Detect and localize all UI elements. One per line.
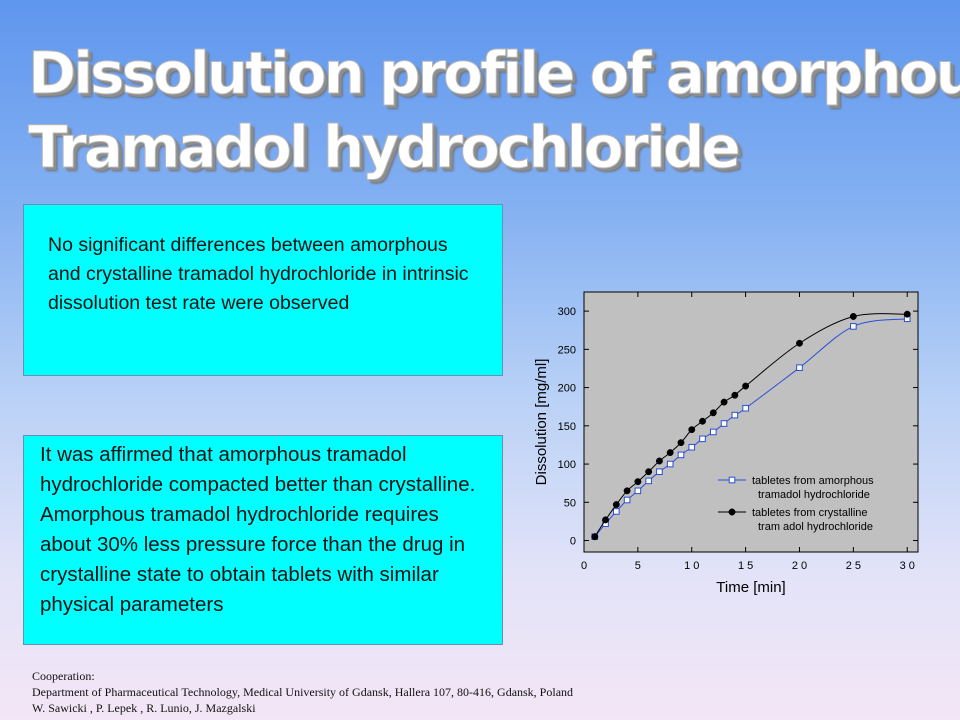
x-tick-label: 1 5 xyxy=(738,560,753,572)
legend-entry-text: tram adol hydrochloride xyxy=(758,521,873,533)
x-tick-label: 1 0 xyxy=(684,560,699,572)
footer-cooperation-label: Cooperation: xyxy=(32,669,95,683)
data-point-amorphous xyxy=(613,508,620,515)
data-point-amorphous xyxy=(709,428,717,436)
footer: Cooperation: Department of Pharmaceutica… xyxy=(32,668,952,716)
data-point-amorphous xyxy=(634,487,642,495)
data-point-amorphous xyxy=(720,420,728,427)
finding-box-dissolution: No significant differences between amorp… xyxy=(23,204,503,376)
legend-marker xyxy=(728,476,736,484)
title-line-2: Tramadol hydrochloride xyxy=(28,113,742,182)
data-point-amorphous xyxy=(850,323,857,330)
data-point-crystalline xyxy=(677,439,685,447)
data-point-amorphous xyxy=(742,404,749,412)
data-point-crystalline xyxy=(903,310,911,318)
data-point-crystalline xyxy=(602,516,609,524)
y-tick-label: 50 xyxy=(564,497,576,509)
data-point-amorphous xyxy=(688,443,696,451)
x-tick-label: 3 0 xyxy=(900,560,915,572)
slide-title: Dissolution profile of amorphous Tramado… xyxy=(28,36,960,184)
data-point-crystalline xyxy=(612,501,620,509)
data-point-crystalline xyxy=(849,313,857,320)
data-point-crystalline xyxy=(720,398,728,406)
title-line-1: Dissolution profile of amorphous xyxy=(28,39,960,108)
data-point-amorphous xyxy=(645,477,652,485)
data-point-amorphous xyxy=(623,496,631,504)
data-point-crystalline xyxy=(731,391,739,399)
x-tick-label: 2 5 xyxy=(846,560,861,572)
data-point-amorphous xyxy=(677,451,685,459)
data-point-crystalline xyxy=(742,382,750,390)
y-tick-label: 250 xyxy=(558,344,576,356)
y-tick-label: 100 xyxy=(558,459,576,471)
data-point-amorphous xyxy=(666,460,674,468)
y-tick-label: 300 xyxy=(558,306,576,318)
x-tick-label: 2 0 xyxy=(792,560,807,572)
data-point-amorphous xyxy=(699,435,706,443)
data-point-crystalline xyxy=(796,339,803,347)
x-tick-label: 0 xyxy=(581,560,587,572)
y-tick-label: 150 xyxy=(558,421,576,433)
data-point-crystalline xyxy=(591,533,599,541)
legend-entry-text: tabletes from crystalline xyxy=(752,507,868,519)
y-tick-label: 0 xyxy=(570,536,576,548)
data-point-amorphous xyxy=(656,468,663,476)
footer-department: Department of Pharmaceutical Technology,… xyxy=(32,685,574,699)
x-tick-label: 5 xyxy=(635,560,641,572)
legend-entry-text: tramadol hydrochloride xyxy=(758,489,870,501)
data-point-crystalline xyxy=(645,468,653,476)
data-point-crystalline xyxy=(666,449,674,457)
y-tick-label: 200 xyxy=(558,383,576,395)
x-axis-label: Time [min] xyxy=(716,579,785,596)
data-point-crystalline xyxy=(634,478,642,486)
legend-entry-text: tabletes from amorphous xyxy=(752,475,874,487)
finding-text-compaction: It was affirmed that amorphous tramadol … xyxy=(40,443,476,616)
y-axis-label: Dissolution [mg/ml] xyxy=(533,359,550,486)
plot-area xyxy=(583,291,919,553)
finding-text-dissolution: No significant differences between amorp… xyxy=(48,234,469,314)
legend-marker xyxy=(728,508,736,516)
data-point-crystalline xyxy=(623,487,631,495)
data-point-amorphous xyxy=(796,364,803,372)
data-point-crystalline xyxy=(699,417,706,425)
data-point-amorphous xyxy=(731,411,739,419)
footer-authors: W. Sawicki , P. Lepek , R. Lunio, J. Maz… xyxy=(32,701,256,715)
data-point-crystalline xyxy=(688,426,696,434)
finding-box-compaction: It was affirmed that amorphous tramadol … xyxy=(23,435,503,645)
data-point-crystalline xyxy=(709,409,717,417)
data-point-crystalline xyxy=(655,457,663,465)
